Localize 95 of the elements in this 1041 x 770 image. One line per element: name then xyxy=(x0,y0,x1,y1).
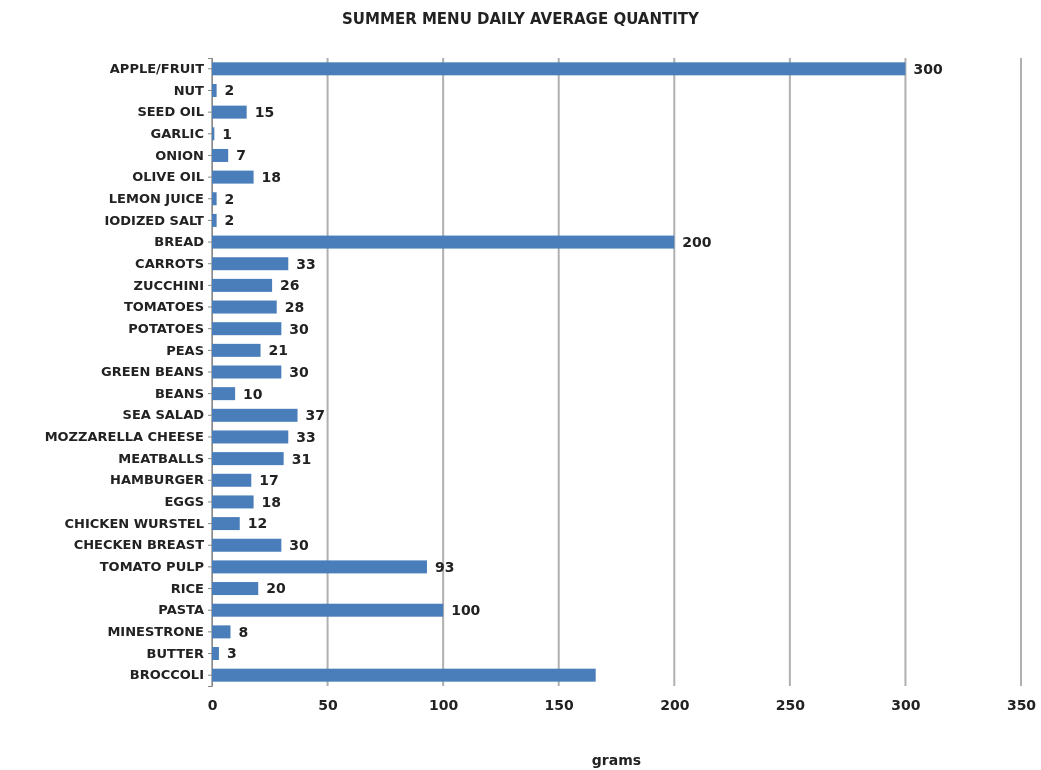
data-label: 28 xyxy=(284,298,305,315)
data-label: 100 xyxy=(451,602,481,619)
data-label: 20 xyxy=(266,580,286,597)
data-label: 10 xyxy=(243,385,263,402)
chart-title: SUMMER MENU DAILY AVERAGE QUANTITY xyxy=(342,10,701,28)
bar xyxy=(212,62,906,76)
bar xyxy=(212,538,282,552)
data-label: 30 xyxy=(289,537,310,554)
y-tick-label: OLIVE OIL xyxy=(132,169,204,185)
y-tick-label: ZUCCHINI xyxy=(133,277,204,293)
y-tick-label: SEED OIL xyxy=(137,104,204,120)
bar xyxy=(212,322,282,336)
x-tick-label: 350 xyxy=(1006,696,1037,713)
data-label: 21 xyxy=(268,342,289,359)
y-tick-label: SEA SALAD xyxy=(122,407,205,423)
bar xyxy=(212,105,247,119)
bar xyxy=(212,603,444,617)
y-tick-label: EGGS xyxy=(164,494,204,510)
data-label: 2 xyxy=(224,190,235,207)
bar xyxy=(212,170,254,184)
x-tick-label: 150 xyxy=(544,696,575,713)
x-axis-title: grams xyxy=(591,752,642,768)
y-tick-label: TOMATOES xyxy=(123,299,204,315)
data-label: 33 xyxy=(296,428,316,445)
bar xyxy=(212,517,240,531)
y-tick-label: APPLE/FRUIT xyxy=(109,60,205,76)
data-label: 8 xyxy=(238,623,249,640)
y-tick-label: ONION xyxy=(155,147,204,163)
y-tick-label: MINESTRONE xyxy=(107,624,204,640)
y-tick-label: BROCCOLI xyxy=(129,667,204,683)
y-tick-label: PASTA xyxy=(158,602,204,618)
data-label: 33 xyxy=(296,255,316,272)
x-tick-label: 50 xyxy=(318,696,339,713)
data-label: 3 xyxy=(226,645,237,662)
data-label: 30 xyxy=(289,320,310,337)
data-label: 18 xyxy=(261,169,282,185)
y-tick-label: TOMATO PULP xyxy=(99,559,204,575)
data-label: 93 xyxy=(434,558,455,575)
y-tick-label: CHICKEN WURSTEL xyxy=(64,515,204,531)
x-tick-label: 0 xyxy=(207,696,218,713)
y-tick-label: CHECKEN BREAST xyxy=(73,537,205,553)
bar xyxy=(212,408,298,422)
bar xyxy=(212,235,675,249)
data-label: 15 xyxy=(254,104,275,121)
data-label: 12 xyxy=(247,515,268,532)
data-label: 26 xyxy=(280,277,300,294)
bar xyxy=(212,343,261,357)
data-label: 18 xyxy=(261,493,282,510)
y-tick-label: NUT xyxy=(173,82,205,98)
y-tick-label: HAMBURGER xyxy=(110,472,204,488)
bar xyxy=(212,365,282,379)
bar xyxy=(212,213,217,227)
bar xyxy=(212,83,217,97)
y-tick-label: RICE xyxy=(170,580,204,596)
bar xyxy=(212,452,284,466)
y-tick-label: CARROTS xyxy=(135,255,204,271)
data-label: 37 xyxy=(305,407,326,424)
y-tick-label: LEMON JUICE xyxy=(108,190,204,206)
data-label: 17 xyxy=(259,472,279,489)
y-tick-label: IODIZED SALT xyxy=(104,212,205,228)
bar xyxy=(212,495,254,509)
bar xyxy=(212,625,231,639)
bar xyxy=(212,257,289,271)
bar xyxy=(212,430,289,444)
data-label: 1 xyxy=(222,125,233,142)
x-tick-label: 250 xyxy=(775,696,806,713)
y-tick-label: POTATOES xyxy=(128,320,204,336)
bar xyxy=(212,473,252,487)
data-label: 2 xyxy=(224,212,235,229)
x-tick-label: 300 xyxy=(891,696,921,713)
y-tick-label: GARLIC xyxy=(150,125,204,141)
bar xyxy=(212,278,273,292)
data-label: 300 xyxy=(913,60,943,77)
y-tick-label: GREEN BEANS xyxy=(101,364,204,380)
data-label: 30 xyxy=(289,363,310,380)
bar xyxy=(212,647,219,661)
y-tick-label: MOZZARELLA CHEESE xyxy=(44,429,204,445)
bar xyxy=(212,668,596,682)
data-label: 2 xyxy=(224,82,235,99)
bar xyxy=(212,560,427,574)
y-tick-label: BUTTER xyxy=(146,645,204,661)
bar xyxy=(212,148,229,162)
y-tick-label: MEATBALLS xyxy=(118,450,204,466)
data-label: 7 xyxy=(236,147,246,164)
x-tick-label: 100 xyxy=(429,696,459,713)
data-label: 31 xyxy=(291,450,312,467)
bar xyxy=(212,387,236,401)
bar xyxy=(212,192,217,206)
x-tick-label: 200 xyxy=(660,696,690,713)
bar xyxy=(212,582,259,596)
bar xyxy=(212,300,277,314)
data-label: 200 xyxy=(682,233,712,250)
y-tick-label: BREAD xyxy=(154,234,205,250)
y-tick-label: PEAS xyxy=(166,342,204,358)
y-tick-label: BEANS xyxy=(154,385,204,401)
